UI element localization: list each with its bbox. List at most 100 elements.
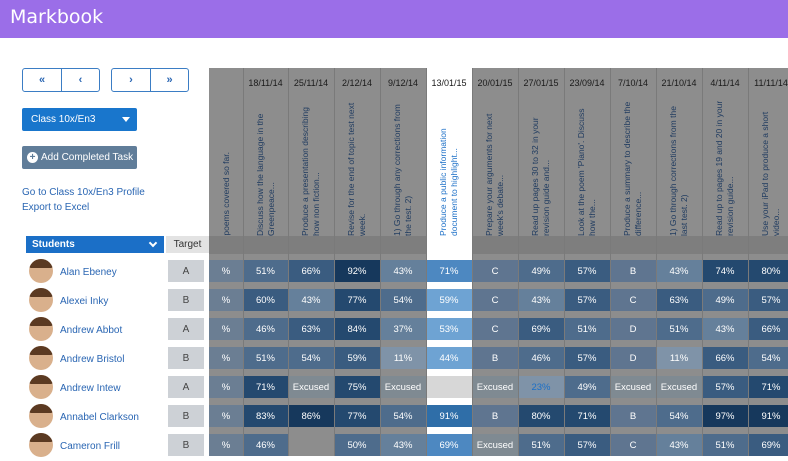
- grade-cell[interactable]: 66%: [702, 347, 748, 369]
- student-row[interactable]: Cameron Frill B: [26, 432, 209, 461]
- grade-cell[interactable]: 43%: [656, 434, 702, 456]
- task-column[interactable]: 7/10/14 Produce a summary to describe the…: [610, 68, 656, 456]
- task-column[interactable]: 4/11/14 Read up to pages 19 and 20 in you…: [702, 68, 748, 456]
- class-select[interactable]: Class 10x/En3: [22, 108, 137, 131]
- grade-cell[interactable]: B: [472, 347, 518, 369]
- grade-cell[interactable]: 80%: [748, 260, 788, 282]
- grade-cell[interactable]: [288, 434, 334, 456]
- grade-cell[interactable]: 44%: [426, 347, 472, 369]
- grade-cell[interactable]: 43%: [656, 260, 702, 282]
- grade-cell[interactable]: 51%: [243, 347, 288, 369]
- grade-cell[interactable]: 11%: [656, 347, 702, 369]
- grade-cell[interactable]: [426, 376, 472, 398]
- grade-cell[interactable]: 71%: [426, 260, 472, 282]
- grade-cell[interactable]: 84%: [334, 318, 380, 340]
- grade-cell[interactable]: 51%: [702, 434, 748, 456]
- grade-cell[interactable]: %: [209, 434, 243, 456]
- grade-cell[interactable]: 75%: [334, 376, 380, 398]
- grade-cell[interactable]: 49%: [702, 289, 748, 311]
- task-column[interactable]: 13/01/15 Produce a public information doc…: [426, 68, 472, 456]
- grade-cell[interactable]: 54%: [656, 405, 702, 427]
- grade-cell[interactable]: Excused: [472, 376, 518, 398]
- grade-cell[interactable]: 23%: [518, 376, 564, 398]
- grade-cell[interactable]: %: [209, 405, 243, 427]
- grade-cell[interactable]: 51%: [243, 260, 288, 282]
- grade-cell[interactable]: Excused: [610, 376, 656, 398]
- grade-cell[interactable]: C: [610, 434, 656, 456]
- grade-cell[interactable]: 46%: [243, 318, 288, 340]
- grade-cell[interactable]: Excused: [656, 376, 702, 398]
- grade-cell[interactable]: %: [209, 318, 243, 340]
- grade-cell[interactable]: 91%: [748, 405, 788, 427]
- task-column[interactable]: 20/01/15 Prepare your arguments for next …: [472, 68, 518, 456]
- export-excel-link[interactable]: Export to Excel: [22, 202, 90, 213]
- add-completed-task-button[interactable]: + Add Completed Task: [22, 146, 137, 169]
- prev-page-button[interactable]: ‹: [61, 69, 99, 91]
- grade-cell[interactable]: 59%: [334, 347, 380, 369]
- grade-cell[interactable]: 51%: [564, 318, 610, 340]
- task-column[interactable]: 23/09/14 Look at the poem 'Piano'. Discus…: [564, 68, 610, 456]
- student-name[interactable]: Andrew Bristol: [60, 354, 125, 365]
- grade-cell[interactable]: D: [610, 318, 656, 340]
- grade-cell[interactable]: 80%: [518, 405, 564, 427]
- grade-cell[interactable]: 74%: [702, 260, 748, 282]
- grade-cell[interactable]: Excused: [472, 434, 518, 456]
- grade-cell[interactable]: C: [610, 289, 656, 311]
- grade-cell[interactable]: 60%: [243, 289, 288, 311]
- next-page-button[interactable]: ›: [129, 74, 133, 86]
- grade-cell[interactable]: C: [472, 260, 518, 282]
- grade-cell[interactable]: 69%: [426, 434, 472, 456]
- first-page-button[interactable]: «: [38, 74, 46, 86]
- grade-cell[interactable]: 50%: [334, 434, 380, 456]
- task-column[interactable]: 27/01/15 Read up pages 30 to 32 in your r…: [518, 68, 564, 456]
- student-row[interactable]: Andrew Bristol B: [26, 345, 209, 374]
- grade-cell[interactable]: 66%: [288, 260, 334, 282]
- grade-cell[interactable]: 91%: [426, 405, 472, 427]
- grade-cell[interactable]: 57%: [564, 289, 610, 311]
- grade-cell[interactable]: 83%: [243, 405, 288, 427]
- task-column[interactable]: 9/12/14 1) Go through any corrections fro…: [380, 68, 426, 456]
- grade-cell[interactable]: 51%: [656, 318, 702, 340]
- students-column-header[interactable]: Students: [26, 236, 164, 253]
- grade-cell[interactable]: %: [209, 376, 243, 398]
- student-row[interactable]: Annabel Clarkson B: [26, 403, 209, 432]
- task-column[interactable]: poems covered so far.%%%%%%%: [209, 68, 243, 456]
- grade-cell[interactable]: B: [472, 405, 518, 427]
- grade-cell[interactable]: 63%: [656, 289, 702, 311]
- grade-cell[interactable]: C: [472, 289, 518, 311]
- grade-cell[interactable]: 54%: [380, 289, 426, 311]
- grade-cell[interactable]: 49%: [564, 376, 610, 398]
- grade-cell[interactable]: B: [610, 260, 656, 282]
- grade-cell[interactable]: 92%: [334, 260, 380, 282]
- grade-cell[interactable]: C: [472, 318, 518, 340]
- grade-cell[interactable]: B: [610, 405, 656, 427]
- task-column[interactable]: 18/11/14 Discuss how the language in the …: [243, 68, 288, 456]
- student-row[interactable]: Andrew Abbot A: [26, 316, 209, 345]
- student-name[interactable]: Cameron Frill: [60, 441, 121, 452]
- student-name[interactable]: Annabel Clarkson: [60, 412, 139, 423]
- grade-cell[interactable]: 43%: [702, 318, 748, 340]
- grade-cell[interactable]: 54%: [288, 347, 334, 369]
- grade-cell[interactable]: %: [209, 260, 243, 282]
- grade-cell[interactable]: 49%: [518, 260, 564, 282]
- grade-cell[interactable]: 59%: [426, 289, 472, 311]
- student-row[interactable]: Alexei Inky B: [26, 287, 209, 316]
- grade-cell[interactable]: 77%: [334, 289, 380, 311]
- grade-cell[interactable]: 54%: [380, 405, 426, 427]
- student-name[interactable]: Alan Ebeney: [60, 267, 117, 278]
- grade-cell[interactable]: 71%: [243, 376, 288, 398]
- grade-cell[interactable]: 77%: [334, 405, 380, 427]
- grade-cell[interactable]: D: [610, 347, 656, 369]
- grade-cell[interactable]: 57%: [748, 289, 788, 311]
- grade-cell[interactable]: 54%: [748, 347, 788, 369]
- student-row[interactable]: Alan Ebeney A: [26, 258, 209, 287]
- task-column[interactable]: 2/12/14 Revise for the end of topic test …: [334, 68, 380, 456]
- grade-cell[interactable]: 57%: [564, 347, 610, 369]
- grade-cell[interactable]: 37%: [380, 318, 426, 340]
- grade-cell[interactable]: 43%: [288, 289, 334, 311]
- grade-cell[interactable]: 69%: [518, 318, 564, 340]
- grade-cell[interactable]: 69%: [748, 434, 788, 456]
- student-row[interactable]: Andrew Intew A: [26, 374, 209, 403]
- grade-cell[interactable]: 86%: [288, 405, 334, 427]
- grade-cell[interactable]: 43%: [380, 260, 426, 282]
